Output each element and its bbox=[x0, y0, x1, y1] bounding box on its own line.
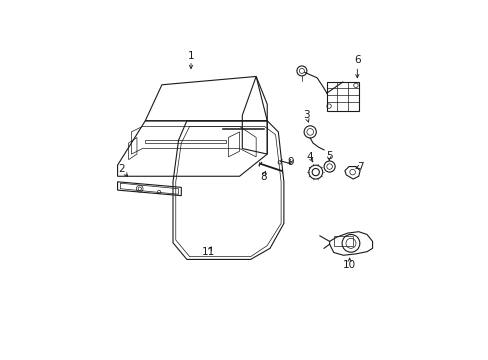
Text: 10: 10 bbox=[342, 260, 355, 270]
Text: 5: 5 bbox=[325, 151, 332, 161]
Text: 11: 11 bbox=[202, 247, 215, 257]
Bar bbox=[326, 82, 358, 111]
Text: 6: 6 bbox=[353, 55, 360, 65]
Text: 7: 7 bbox=[356, 162, 363, 172]
Bar bbox=[333, 235, 352, 246]
Text: 9: 9 bbox=[286, 157, 293, 167]
Text: 8: 8 bbox=[259, 172, 266, 182]
Text: 4: 4 bbox=[306, 152, 313, 162]
Text: 2: 2 bbox=[118, 164, 125, 174]
Text: 1: 1 bbox=[187, 51, 194, 61]
Text: 3: 3 bbox=[302, 110, 309, 120]
